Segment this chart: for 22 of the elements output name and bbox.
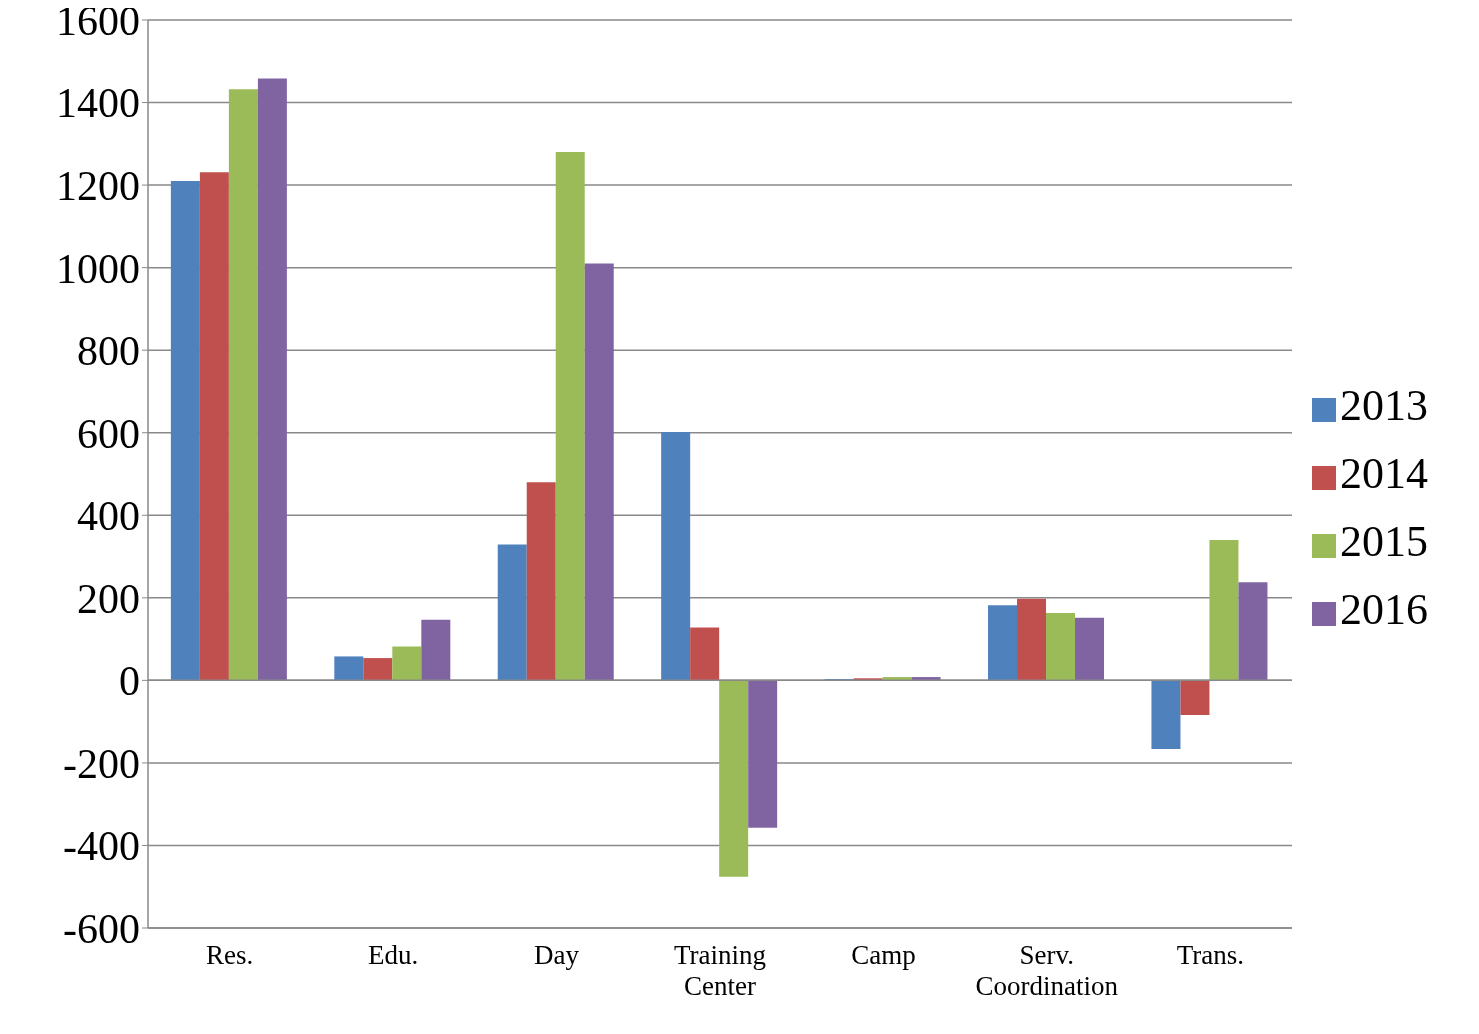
x-tick-label: Serv. Coordination bbox=[975, 939, 1119, 1001]
x-tick-label: Day bbox=[534, 939, 580, 970]
legend-label: 2013 bbox=[1340, 381, 1428, 430]
x-tick-label: Trans. bbox=[1176, 939, 1244, 970]
legend-label: 2016 bbox=[1340, 585, 1428, 634]
x-tick-label: Res. bbox=[206, 939, 254, 970]
legend-label: 2015 bbox=[1340, 517, 1428, 566]
y-tick-label: 0 bbox=[119, 658, 140, 705]
y-tick-label: 800 bbox=[77, 328, 140, 375]
y-tick-label: 600 bbox=[77, 410, 140, 457]
y-tick-label: -200 bbox=[63, 740, 140, 787]
y-tick-label: 1400 bbox=[56, 80, 140, 127]
y-tick-label: 200 bbox=[77, 575, 140, 622]
y-tick-label: 1000 bbox=[56, 245, 140, 292]
legend-label: 2014 bbox=[1340, 449, 1428, 498]
y-tick-label: -400 bbox=[63, 823, 140, 870]
x-tick-label: Training Center bbox=[673, 939, 767, 1001]
y-tick-label: 400 bbox=[77, 493, 140, 540]
y-tick-label: -600 bbox=[63, 905, 140, 952]
x-tick-label: Camp bbox=[851, 939, 916, 970]
x-tick-label: Edu. bbox=[368, 939, 419, 970]
y-tick-label: 1200 bbox=[56, 163, 140, 209]
